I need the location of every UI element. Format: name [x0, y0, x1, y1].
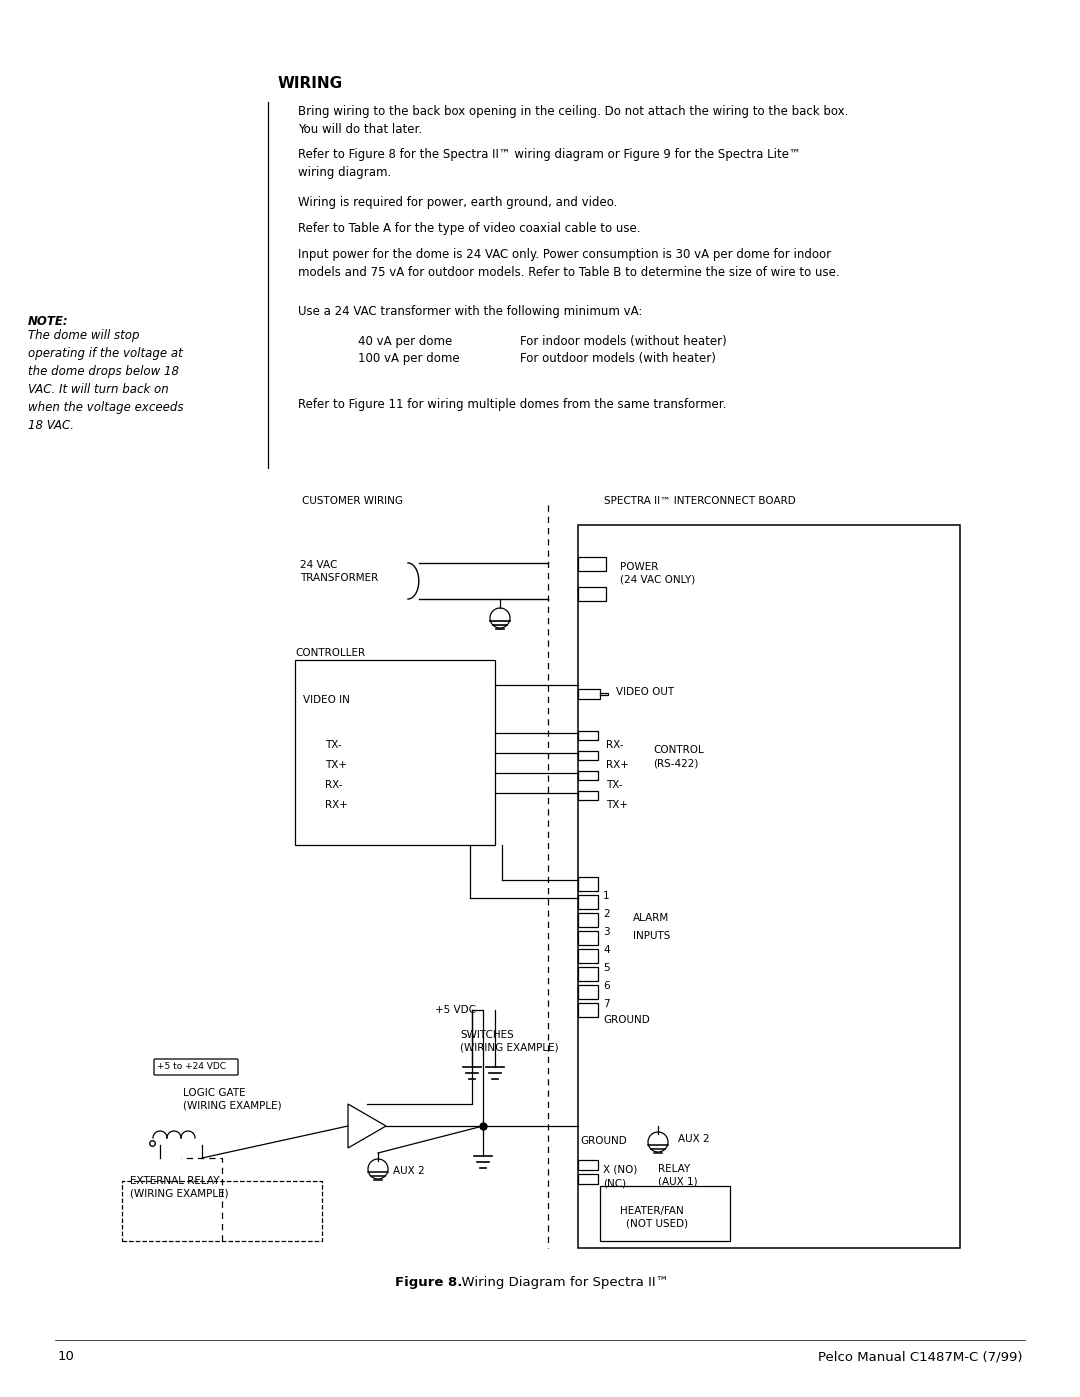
Text: (NOT USED): (NOT USED)	[626, 1220, 688, 1229]
Bar	[600, 1186, 730, 1241]
Text: 100 vA per dome: 100 vA per dome	[357, 352, 460, 365]
Text: 6: 6	[603, 981, 609, 990]
Text: RX+: RX+	[606, 760, 629, 770]
Text: Refer to Figure 8 for the Spectra II™ wiring diagram or Figure 9 for the Spectra: Refer to Figure 8 for the Spectra II™ wi…	[298, 148, 800, 179]
Text: SPECTRA II™ INTERCONNECT BOARD: SPECTRA II™ INTERCONNECT BOARD	[604, 496, 796, 506]
Text: CONTROLLER: CONTROLLER	[295, 648, 365, 658]
Bar	[600, 693, 608, 694]
Text: GROUND: GROUND	[603, 1016, 650, 1025]
Text: 3: 3	[603, 928, 609, 937]
Text: POWER: POWER	[620, 562, 659, 571]
Bar	[578, 914, 598, 928]
Text: (WIRING EXAMPLE): (WIRING EXAMPLE)	[460, 1044, 558, 1053]
Text: 2: 2	[603, 909, 609, 919]
Bar	[578, 895, 598, 909]
Text: TX+: TX+	[606, 800, 627, 810]
Text: TX-: TX-	[606, 780, 623, 789]
Text: 24 VAC: 24 VAC	[300, 560, 337, 570]
Text: (WIRING EXAMPLE): (WIRING EXAMPLE)	[183, 1101, 282, 1111]
Text: 1: 1	[603, 891, 609, 901]
Text: RELAY: RELAY	[658, 1164, 690, 1173]
Bar	[578, 967, 598, 981]
Text: LOGIC GATE: LOGIC GATE	[183, 1088, 245, 1098]
Bar	[122, 1180, 322, 1241]
Bar	[578, 689, 600, 698]
Text: SWITCHES: SWITCHES	[460, 1030, 514, 1039]
Text: CONTROL: CONTROL	[653, 745, 704, 754]
Text: TX-: TX-	[325, 740, 341, 750]
Text: EXTERNAL RELAY: EXTERNAL RELAY	[130, 1176, 219, 1186]
Bar	[578, 985, 598, 999]
Text: +5 VDC: +5 VDC	[435, 1004, 476, 1016]
Text: Refer to Figure 11 for wiring multiple domes from the same transformer.: Refer to Figure 11 for wiring multiple d…	[298, 398, 727, 411]
Text: Figure 8.: Figure 8.	[395, 1275, 462, 1289]
Text: For indoor models (without heater): For indoor models (without heater)	[519, 335, 727, 348]
Bar	[578, 1173, 598, 1185]
Text: NOTE:: NOTE:	[28, 314, 69, 328]
Text: 10: 10	[58, 1350, 75, 1363]
Bar	[578, 731, 598, 740]
Text: Wiring Diagram for Spectra II™: Wiring Diagram for Spectra II™	[453, 1275, 669, 1289]
Bar	[578, 1003, 598, 1017]
Text: 4: 4	[603, 944, 609, 956]
Polygon shape	[348, 1104, 386, 1148]
Bar	[578, 771, 598, 780]
Bar	[578, 1160, 598, 1171]
Bar	[578, 557, 606, 571]
Text: (NC): (NC)	[603, 1178, 626, 1187]
Text: (24 VAC ONLY): (24 VAC ONLY)	[620, 576, 696, 585]
Text: X (NO): X (NO)	[603, 1164, 637, 1173]
Text: The dome will stop
operating if the voltage at
the dome drops below 18
VAC. It w: The dome will stop operating if the volt…	[28, 330, 184, 432]
Text: 5: 5	[603, 963, 609, 972]
Text: WIRING: WIRING	[278, 75, 343, 91]
Text: +5 to +24 VDC: +5 to +24 VDC	[157, 1062, 226, 1071]
Text: Bring wiring to the back box opening in the ceiling. Do not attach the wiring to: Bring wiring to the back box opening in …	[298, 105, 849, 136]
Text: Refer to Table A for the type of video coaxial cable to use.: Refer to Table A for the type of video c…	[298, 222, 640, 235]
Bar	[578, 587, 606, 601]
Text: (AUX 1): (AUX 1)	[658, 1178, 698, 1187]
Bar	[578, 752, 598, 760]
Bar	[578, 791, 598, 800]
Text: (WIRING EXAMPLE): (WIRING EXAMPLE)	[130, 1189, 229, 1199]
Bar	[578, 877, 598, 891]
FancyBboxPatch shape	[154, 1059, 238, 1076]
Text: GROUND: GROUND	[580, 1136, 626, 1146]
Text: CUSTOMER WIRING: CUSTOMER WIRING	[302, 496, 403, 506]
Text: HEATER/FAN: HEATER/FAN	[620, 1206, 684, 1215]
Text: VIDEO IN: VIDEO IN	[303, 694, 350, 705]
Bar	[578, 525, 960, 1248]
Text: Wiring is required for power, earth ground, and video.: Wiring is required for power, earth grou…	[298, 196, 618, 210]
Text: AUX 2: AUX 2	[678, 1134, 710, 1144]
Text: 40 vA per dome: 40 vA per dome	[357, 335, 453, 348]
Bar	[578, 949, 598, 963]
Text: Input power for the dome is 24 VAC only. Power consumption is 30 vA per dome for: Input power for the dome is 24 VAC only.…	[298, 249, 839, 279]
Text: VIDEO OUT: VIDEO OUT	[616, 687, 674, 697]
Text: Use a 24 VAC transformer with the following minimum vA:: Use a 24 VAC transformer with the follow…	[298, 305, 643, 319]
Text: RX-: RX-	[325, 780, 342, 789]
Text: ALARM: ALARM	[633, 914, 670, 923]
Text: For outdoor models (with heater): For outdoor models (with heater)	[519, 352, 716, 365]
Bar	[295, 659, 495, 845]
Text: TRANSFORMER: TRANSFORMER	[300, 573, 378, 583]
Text: RX-: RX-	[606, 740, 623, 750]
Text: TX+: TX+	[325, 760, 347, 770]
Text: RX+: RX+	[325, 800, 348, 810]
Text: 7: 7	[603, 999, 609, 1009]
Bar	[578, 930, 598, 944]
Text: (RS-422): (RS-422)	[653, 759, 699, 768]
Text: INPUTS: INPUTS	[633, 930, 671, 942]
Text: Pelco Manual C1487M-C (7/99): Pelco Manual C1487M-C (7/99)	[818, 1350, 1022, 1363]
Text: AUX 2: AUX 2	[393, 1166, 424, 1176]
